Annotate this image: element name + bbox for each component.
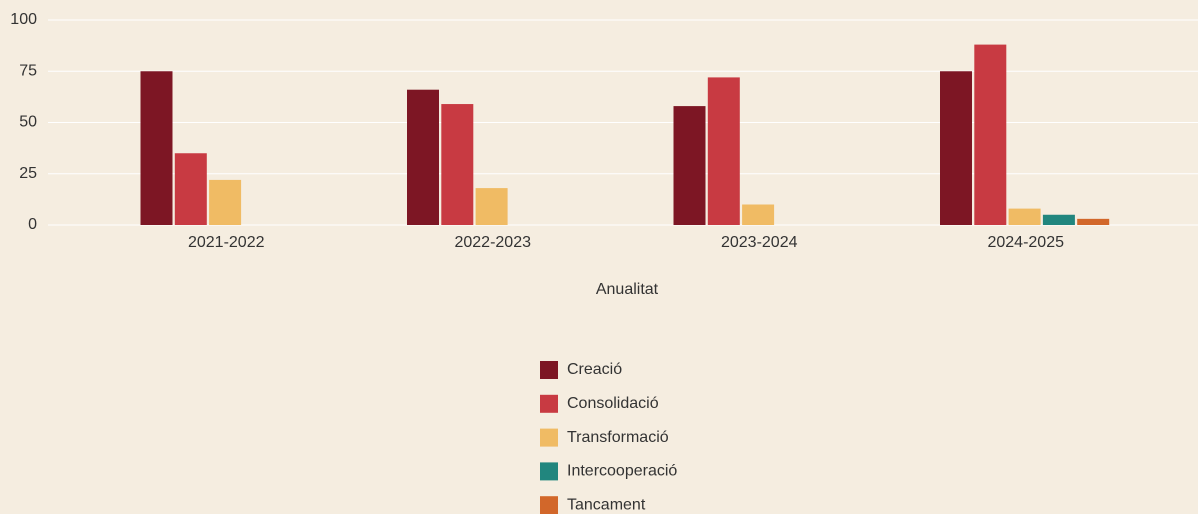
legend-swatch	[540, 496, 558, 514]
x-axis-label: Anualitat	[596, 281, 659, 298]
x-tick-label: 2022-2023	[454, 234, 531, 251]
bar	[1008, 208, 1041, 225]
bar	[441, 104, 474, 225]
legend-swatch	[540, 394, 558, 413]
x-tick-label: 2024-2025	[987, 234, 1064, 251]
legend-label: Creació	[567, 361, 622, 378]
legend-swatch	[540, 428, 558, 447]
y-tick-label: 25	[19, 165, 37, 182]
y-tick-label: 75	[19, 62, 37, 79]
bar	[174, 153, 207, 225]
bar	[673, 106, 706, 225]
y-tick-label: 0	[28, 216, 37, 233]
bar	[707, 77, 740, 226]
bar	[742, 204, 775, 225]
legend-label: Consolidació	[567, 395, 659, 412]
legend-label: Intercooperació	[567, 463, 677, 480]
bar	[140, 71, 173, 225]
bar	[1042, 214, 1075, 225]
bar	[1077, 218, 1110, 225]
bar	[407, 89, 439, 225]
bar	[940, 71, 972, 225]
legend-label: Tancament	[567, 496, 646, 513]
legend-label: Transformació	[567, 429, 669, 446]
bar	[974, 44, 1007, 225]
x-tick-label: 2021-2022	[188, 234, 265, 251]
legend-swatch	[540, 361, 558, 379]
x-tick-label: 2023-2024	[721, 234, 798, 251]
y-tick-label: 100	[10, 11, 37, 28]
bar	[475, 188, 508, 225]
y-tick-label: 50	[19, 114, 37, 131]
bar	[209, 179, 242, 225]
legend-swatch	[540, 462, 558, 481]
